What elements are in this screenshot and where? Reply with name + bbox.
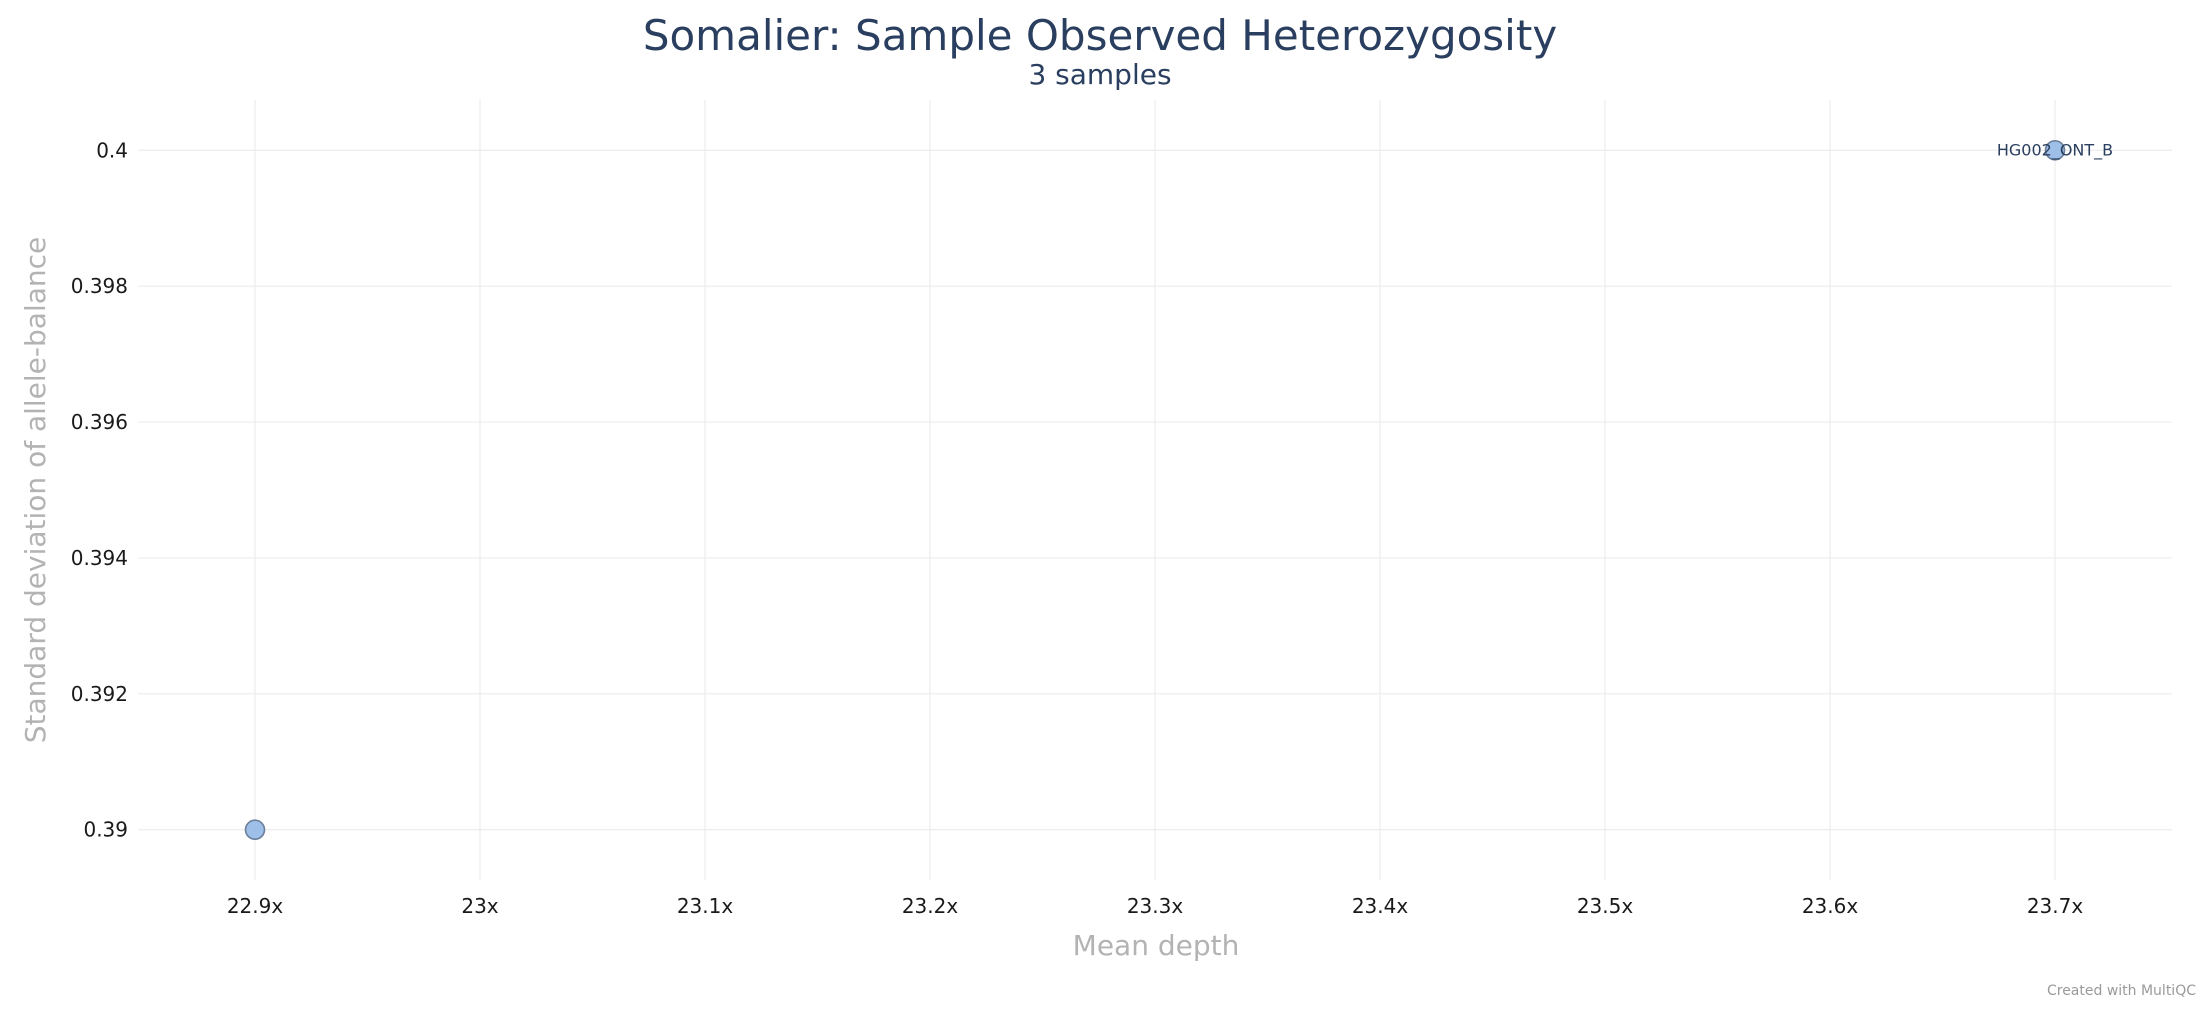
y-tick-label: 0.396 [71, 410, 128, 434]
y-axis-ticks: 0.39 0.392 0.394 0.396 0.398 0.4 [71, 138, 128, 841]
chart-subtitle: 3 samples [1028, 58, 1171, 91]
y-tick-label: 0.398 [71, 274, 128, 298]
y-tick-label: 0.4 [96, 138, 128, 162]
y-tick-label: 0.394 [71, 546, 128, 570]
created-with-credit: Created with MultiQC [2047, 983, 2196, 999]
x-tick-label: 23.5x [1577, 894, 1634, 918]
x-tick-label: 23x [461, 894, 498, 918]
x-tick-label: 22.9x [227, 894, 284, 918]
x-tick-label: 23.1x [677, 894, 734, 918]
data-point-label: HG002_ONT_B [1997, 140, 2113, 160]
x-tick-label: 23.4x [1352, 894, 1409, 918]
chart-title: Somalier: Sample Observed Heterozygosity [643, 11, 1557, 60]
y-tick-label: 0.392 [71, 682, 128, 706]
x-tick-label: 23.3x [1127, 894, 1184, 918]
x-tick-label: 23.6x [1802, 894, 1859, 918]
data-points: HG002_ONT_B [244, 139, 2113, 841]
y-tick-label: 0.39 [83, 818, 128, 842]
x-tick-label: 23.7x [2027, 894, 2084, 918]
data-point [2044, 139, 2066, 161]
x-axis-title: Mean depth [1073, 929, 1240, 962]
x-tick-label: 23.2x [902, 894, 959, 918]
x-axis-ticks: 22.9x 23x 23.1x 23.2x 23.3x 23.4x 23.5x 23.6x 23… [227, 894, 2084, 918]
y-axis-title: Standard deviation of allele-balance [19, 237, 52, 744]
grid-lines [138, 100, 2172, 880]
data-point [244, 819, 266, 841]
